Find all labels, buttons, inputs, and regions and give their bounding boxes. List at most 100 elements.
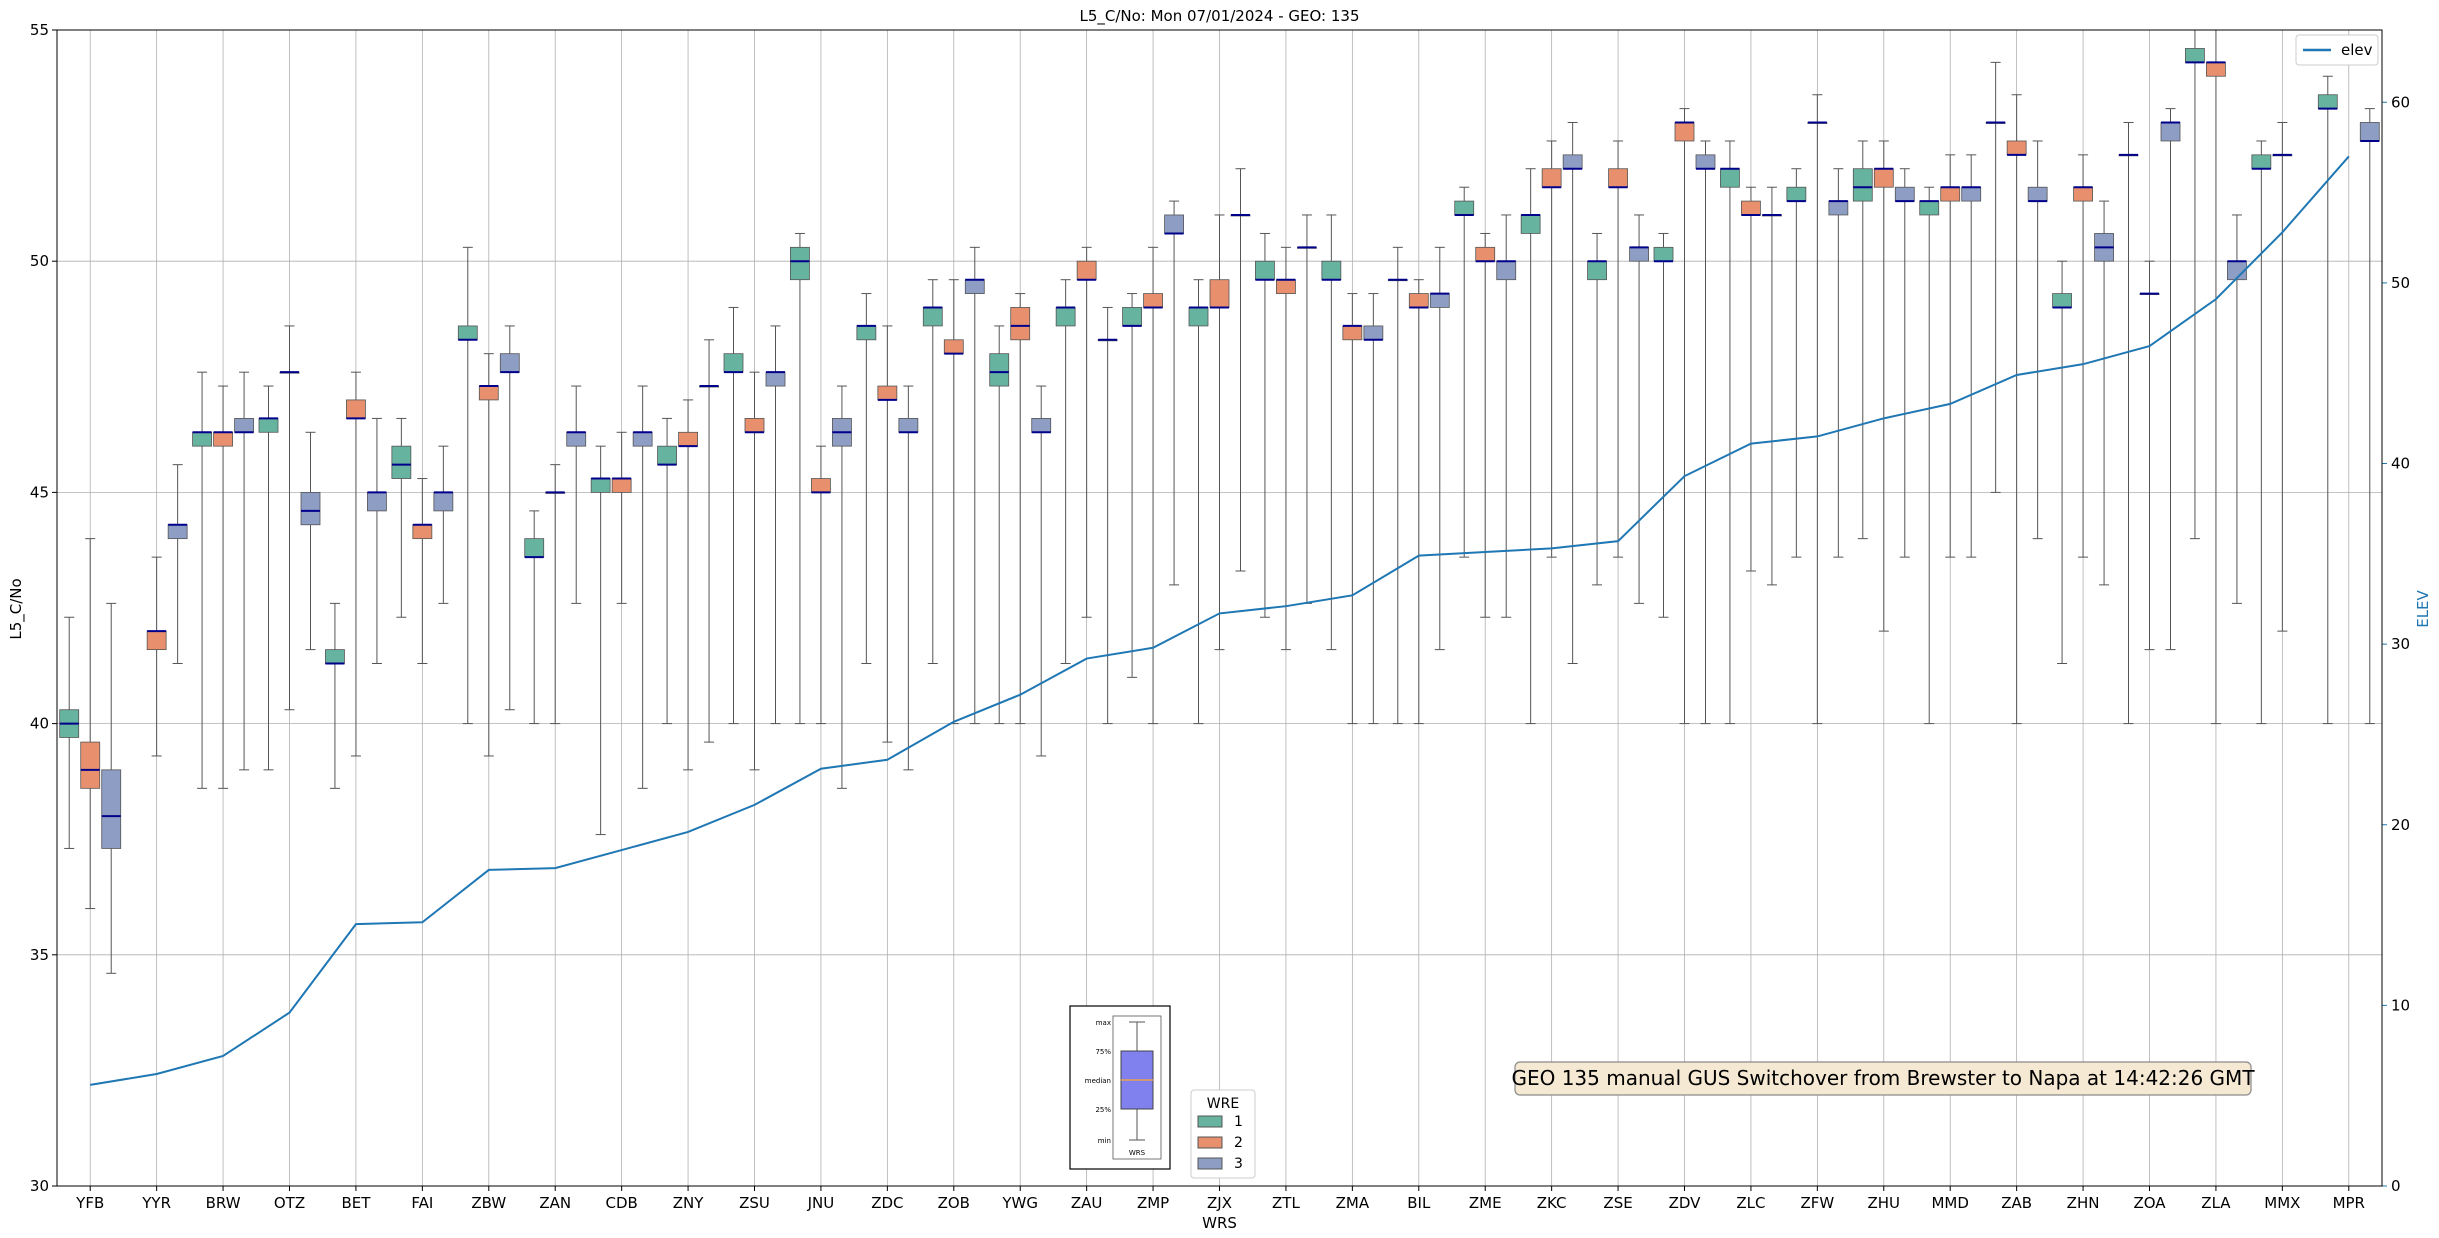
box-ZME-wre2-iqr (1475, 246, 1496, 262)
elev-legend-box (2295, 34, 2379, 66)
box-ZFW-wre1-iqr (1786, 186, 1807, 202)
x-tick-label-MMX: MMX (2264, 1194, 2300, 1212)
x-tick-label-YFB: YFB (75, 1194, 104, 1212)
wre-2-swatch (1197, 1136, 1223, 1149)
elev-line-layer (90, 155, 2350, 1086)
box-ZHU-wre2-iqr (1873, 168, 1894, 188)
x-tick-label-MPR: MPR (2333, 1194, 2365, 1212)
annotation-layer: GEO 135 manual GUS Switchover from Brews… (1511, 1061, 2255, 1096)
x-tick-label-BET: BET (341, 1194, 371, 1212)
boxplot-key-inner (1112, 1015, 1162, 1160)
box-MMX-wre1-iqr (2251, 154, 2272, 170)
box-ZTL-wre1-iqr (1255, 260, 1275, 281)
x-tick-label-YYR: YYR (141, 1194, 171, 1212)
x-tick-label-BRW: BRW (206, 1194, 241, 1212)
x-tick-label-ZMP: ZMP (1137, 1194, 1169, 1212)
y-tick-label-40: 40 (30, 715, 49, 733)
box-ZAN-wre1-iqr (524, 538, 545, 558)
y2-tick-label-20: 20 (2391, 816, 2410, 834)
box-ZSU-wre1-iqr (723, 353, 744, 373)
wre-3-swatch (1197, 1157, 1223, 1170)
box-MMD-wre2-iqr (1940, 186, 1961, 202)
x-tick-label-ZBW: ZBW (471, 1194, 506, 1212)
wre-legend-layer: WRE 1 2 3 (1190, 1089, 1256, 1179)
box-ZMA-wre3-iqr (1363, 325, 1384, 341)
box-ZDV-wre2-iqr (1674, 122, 1695, 142)
box-ZJX-wre1-iqr (1188, 307, 1209, 327)
box-ZJX-wre2-iqr (1209, 279, 1230, 308)
x-tick-label-MMD: MMD (1931, 1194, 1968, 1212)
x-tick-label-CDB: CDB (605, 1194, 637, 1212)
box-ZDC-wre1-iqr (856, 325, 877, 341)
x-tick-label-ZLA: ZLA (2201, 1194, 2231, 1212)
box-ZSE-wre1-iqr (1587, 260, 1607, 281)
box-YYR-wre3-iqr (167, 524, 188, 540)
x-tick-label-ZSU: ZSU (739, 1194, 770, 1212)
x-tick-label-ZHN: ZHN (2067, 1194, 2100, 1212)
y2-tick-label-0: 0 (2391, 1177, 2401, 1195)
box-FAI-wre1-iqr (391, 445, 412, 479)
x-tick-label-ZDV: ZDV (1669, 1194, 1702, 1212)
box-OTZ-wre1-iqr (258, 418, 279, 433)
x-tick-label-ZKC: ZKC (1537, 1194, 1567, 1212)
box-ZBW-wre1-iqr (457, 325, 478, 341)
box-ZTL-wre2-iqr (1276, 279, 1296, 294)
x-tick-label-ZSE: ZSE (1603, 1194, 1632, 1212)
x-tick-label-ZAU: ZAU (1071, 1194, 1103, 1212)
box-ZMP-wre3-iqr (1164, 214, 1184, 234)
box-ZDV-wre3-iqr (1695, 154, 1716, 170)
box-ZSE-wre2-iqr (1608, 168, 1628, 188)
box-ZKC-wre3-iqr (1562, 154, 1583, 170)
box-ZSU-wre3-iqr (765, 371, 786, 387)
x-tick-label-ZMA: ZMA (1336, 1194, 1370, 1212)
box-JNU-wre2-iqr (811, 478, 831, 493)
axes-layer: YFB YYR BRW OTZ BET FAI ZBW ZAN CDB ZNY ZSU JNU ZDC Z… (30, 21, 2410, 1212)
box-YWG-wre3-iqr (1031, 418, 1052, 433)
whisker-layer (64, 29, 2375, 974)
wre-legend-box (1190, 1089, 1256, 1179)
x-tick-label-ZJX: ZJX (1207, 1194, 1232, 1212)
box-ZLC-wre1-iqr (1720, 168, 1740, 188)
x-tick-label-ZAN: ZAN (539, 1194, 571, 1212)
box-ZAU-wre2-iqr (1076, 260, 1097, 281)
elev-legend-label: elev (2341, 41, 2373, 59)
box-YFB-wre2-iqr (80, 741, 101, 789)
box-JNU-wre1-iqr (790, 246, 810, 281)
box-BET-wre2-iqr (346, 399, 366, 419)
box-CDB-wre3-iqr (632, 431, 653, 447)
box-BET-wre3-iqr (367, 491, 387, 512)
boxplot-key-median-label: median (1085, 1077, 1111, 1085)
box-ZAB-wre2-iqr (2006, 140, 2027, 156)
box-CDB-wre2-iqr (611, 478, 632, 493)
box-MMD-wre1-iqr (1919, 200, 1940, 216)
box-ZHN-wre2-iqr (2073, 186, 2093, 202)
box-MPR-wre1-iqr (2317, 94, 2338, 110)
box-ZKC-wre2-iqr (1541, 168, 1562, 188)
box-ZAB-wre3-iqr (2027, 186, 2048, 202)
x-tick-label-ZOB: ZOB (938, 1194, 970, 1212)
box-BRW-wre3-iqr (234, 418, 254, 433)
legend-layer: elev (2295, 34, 2379, 66)
box-ZMA-wre1-iqr (1321, 260, 1342, 281)
x-tick-label-ZOA: ZOA (2133, 1194, 2166, 1212)
x-tick-label-ZNY: ZNY (673, 1194, 704, 1212)
box-MPR-wre3-iqr (2359, 122, 2380, 142)
wre-legend-title: WRE (1207, 1096, 1239, 1112)
x-axis-title: WRS (1202, 1214, 1237, 1232)
boxplot-key-min: min (1098, 1137, 1111, 1145)
x-tick-label-OTZ: OTZ (274, 1194, 305, 1212)
boxplot-key-xlabel: WRS (1129, 1149, 1146, 1157)
boxplot-key-q3: 75% (1095, 1048, 1111, 1056)
x-tick-label-JNU: JNU (807, 1194, 835, 1212)
box-ZNY-wre1-iqr (657, 445, 677, 466)
y2-axis-title: ELEV (2414, 589, 2432, 627)
chart-title: L5_C/No: Mon 07/01/2024 - GEO: 135 (1079, 7, 1359, 26)
box-FAI-wre2-iqr (412, 524, 433, 540)
box-ZKC-wre1-iqr (1520, 214, 1541, 234)
box-ZOB-wre1-iqr (922, 307, 943, 327)
box-MMD-wre3-iqr (1961, 186, 1982, 202)
y-tick-label-55: 55 (30, 21, 49, 39)
box-BET-wre1-iqr (325, 649, 345, 664)
box-ZMA-wre2-iqr (1342, 325, 1363, 341)
wre-1-swatch (1197, 1115, 1223, 1128)
